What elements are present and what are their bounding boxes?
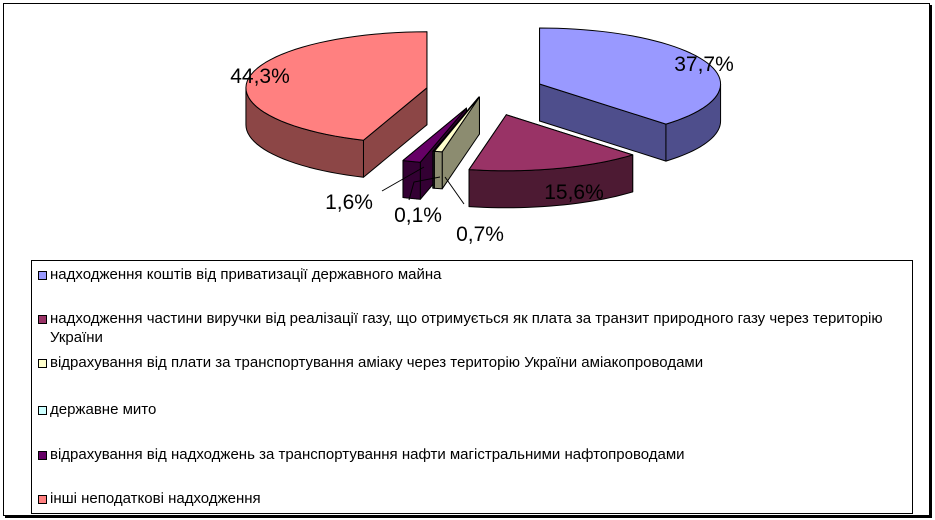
legend-swatch <box>38 451 47 460</box>
legend-label: відрахування від надходжень за транспорт… <box>50 446 685 463</box>
legend-item-oil-transport: відрахування від надходжень за транспорт… <box>38 445 906 464</box>
legend-label: надходження коштів від приватизації держ… <box>50 266 442 283</box>
data-label-privatization: 37,7% <box>674 53 734 76</box>
legend-item-ammonia: відрахування від плати за транспортуванн… <box>38 353 906 372</box>
pie-slice-privatization-top <box>539 27 722 125</box>
legend-swatch <box>38 495 47 504</box>
pie-slice-state-duty-outer <box>432 150 435 189</box>
legend-item-privatization: надходження коштів від приватизації держ… <box>38 265 906 284</box>
legend-item-gas-transit: надходження частини виручки від реалізац… <box>38 309 906 347</box>
data-label-state-duty: 0,1% <box>394 204 442 227</box>
legend-swatch <box>38 359 47 368</box>
pie-slice-other-top <box>245 31 428 141</box>
leader-line-oil-transport <box>381 166 425 192</box>
pie-slice-oil-transport-top <box>402 107 467 163</box>
legend-swatch <box>38 271 47 280</box>
legend-label: відрахування від плати за транспортуванн… <box>50 354 704 371</box>
legend: надходження коштів від приватизації держ… <box>31 260 913 514</box>
data-label-other: 44,3% <box>230 65 290 88</box>
legend-label: державне мито <box>50 401 157 418</box>
data-label-oil-transport: 1,6% <box>325 191 373 214</box>
legend-item-state-duty: державне мито <box>38 400 906 419</box>
legend-swatch <box>38 315 47 324</box>
data-label-ammonia: 0,7% <box>456 223 504 246</box>
data-label-gas-transit: 15,6% <box>544 181 604 204</box>
legend-item-other: інші неподаткові надходження <box>38 489 906 508</box>
legend-label: інші неподаткові надходження <box>50 490 261 507</box>
chart-area: 37,7% 15,6% 0,7% 0,1% 1,6% 44,3% надходження … <box>3 3 930 516</box>
pie-chart: 37,7% 15,6% 0,7% 0,1% 1,6% 44,3% <box>230 27 734 246</box>
pie-slice-ammonia-outer <box>433 150 443 190</box>
pie-slice-state-duty-top <box>432 96 480 152</box>
leader-line-ammonia <box>444 176 465 205</box>
pie-slice-gas-transit-top <box>468 114 634 172</box>
legend-label: надходження частини виручки від реалізац… <box>50 310 883 346</box>
leader-line-state-duty <box>408 176 441 201</box>
pie-slice-oil-transport-outer <box>402 160 421 200</box>
legend-swatch <box>38 406 47 415</box>
